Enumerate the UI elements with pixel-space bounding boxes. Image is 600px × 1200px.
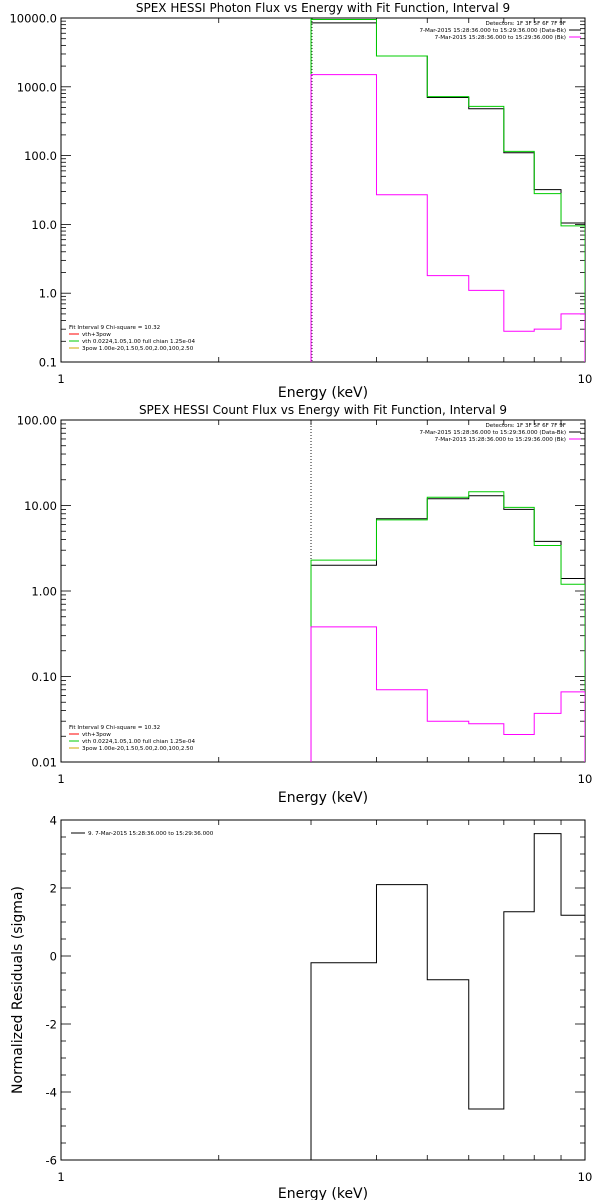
y-tick-label: 100.00 [17,414,57,428]
fit-legend-entry: vth+3pow [82,332,111,338]
x-tick-label: 1 [57,772,64,786]
plot-frame [60,419,586,763]
series-data-step-line [310,22,585,362]
fit-legend-entry: Fit Interval 9 Chi-square = 10.32 [69,325,160,331]
y-tick-label: -6 [46,1154,57,1168]
x-axis: 1 10 Energy (keV) [57,820,592,1200]
legend: Detectors: 1F 3F 5F 6F 7F 9F7-Mar-2015 1… [419,21,581,41]
legend-entry: 7-Mar-2015 15:28:36.000 to 15:29:36.000 … [435,437,566,443]
series-data-step-line [310,495,585,762]
y-tick-label: 10000.0 [9,12,57,26]
x-tick-label: 10 [578,772,593,786]
x-axis-label: Energy (keV) [278,790,368,806]
legend-entry: Detectors: 1F 3F 5F 6F 7F 9F [485,21,566,27]
y-tick-label: 1.0 [39,287,57,301]
fit-legend-entry: vth 0.0224,1.05,1.00 full chian 1.25e-04 [82,739,195,745]
chart-panel-3: 1 10 Energy (keV) -6 -4 -2 0 2 4 Normalized Resid… [10,814,592,1200]
y-tick-label: 4 [50,814,57,828]
fit-legend-entry: vth+3pow [82,732,111,738]
x-tick-label: 10 [578,1170,593,1184]
y-tick-label: 2 [50,882,57,896]
y-tick-label: 0.10 [31,670,57,684]
y-tick-label: 0 [50,950,57,964]
fit-legend-entry: vth 0.0224,1.05,1.00 full chian 1.25e-04 [82,339,195,345]
series-model-step-line [310,491,585,762]
y-tick-label: -4 [46,1086,57,1100]
fit-legend-entry: Fit Interval 9 Chi-square = 10.32 [69,725,160,731]
series-data-step-line [310,833,585,1160]
y-axis: 0.1 1.0 10.0 100.0 1000.0 10000.0 [9,12,585,370]
y-tick-label: 1000.0 [17,80,57,94]
legend-entry: Detectors: 1F 3F 5F 6F 7F 9F [485,423,566,429]
x-tick-label: 1 [57,1170,64,1184]
chart-panel-2: SPEX HESSI Count Flux vs Energy with Fit… [17,403,593,806]
y-axis: 0.01 0.10 1.00 10.00 100.00 [17,414,585,770]
x-tick-label: 1 [57,372,64,386]
x-tick-label: 10 [578,372,593,386]
chart-title: SPEX HESSI Count Flux vs Energy with Fit… [139,403,507,417]
x-axis-label: Energy (keV) [278,385,368,401]
series-background-step-line [310,626,585,762]
fit-legend-entry: 3pow 1.00e-20,1.50,5.00,2.00,100,2.50 [82,746,194,752]
data-layer [310,18,585,362]
chart-title: SPEX HESSI Photon Flux vs Energy with Fi… [136,1,510,15]
data-layer [310,420,585,762]
y-tick-label: 1.00 [31,585,57,599]
series-model-step-line [310,19,585,362]
legend: Detectors: 1F 3F 5F 6F 7F 9F7-Mar-2015 1… [419,423,581,443]
fit-legend: Fit Interval 9 Chi-square = 10.32vth+3po… [69,325,195,352]
y-axis: -6 -4 -2 0 2 4 Normalized Residuals (sigma) [10,814,585,1168]
y-axis-label: Normalized Residuals (sigma) [10,886,26,1094]
y-tick-label: 0.1 [39,356,57,370]
legend: 9. 7-Mar-2015 15:28:36.000 to 15:29:36.0… [71,831,214,837]
legend-entry: 9. 7-Mar-2015 15:28:36.000 to 15:29:36.0… [88,831,214,837]
y-tick-label: 10.0 [31,218,57,232]
fit-legend: Fit Interval 9 Chi-square = 10.32vth+3po… [69,725,195,752]
plot-frame [60,819,586,1161]
y-tick-label: 10.00 [24,499,57,513]
plot-frame [60,17,586,363]
legend-entry: 7-Mar-2015 15:28:36.000 to 15:29:36.000 … [419,28,566,34]
legend-entry: 7-Mar-2015 15:28:36.000 to 15:29:36.000 … [435,35,566,41]
y-tick-label: 100.0 [24,149,57,163]
x-axis-label: Energy (keV) [278,1186,368,1200]
series-background-step-line [310,74,585,362]
data-layer [310,833,585,1160]
legend-entry: 7-Mar-2015 15:28:36.000 to 15:29:36.000 … [419,430,566,436]
y-tick-label: -2 [46,1018,57,1032]
y-tick-label: 0.01 [31,756,57,770]
fit-legend-entry: 3pow 1.00e-20,1.50,5.00,2.00,100,2.50 [82,346,194,352]
chart-panel-1: SPEX HESSI Photon Flux vs Energy with Fi… [9,1,592,401]
